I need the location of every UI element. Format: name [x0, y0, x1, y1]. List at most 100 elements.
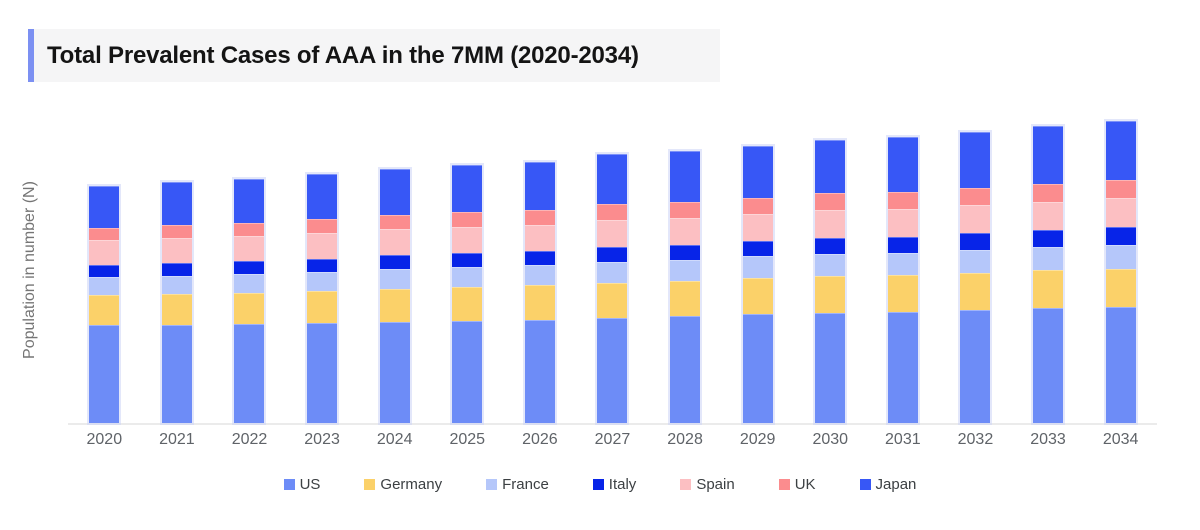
bar-segment-spain-2021[interactable]	[161, 238, 192, 263]
bar-segment-uk-2029[interactable]	[742, 198, 773, 214]
stacked-bar-2030[interactable]	[815, 140, 846, 423]
bar-segment-japan-2034[interactable]	[1105, 121, 1136, 180]
bar-segment-france-2031[interactable]	[887, 253, 918, 275]
bar-segment-us-2028[interactable]	[670, 316, 701, 423]
bar-segment-us-2025[interactable]	[452, 321, 483, 423]
bar-segment-italy-2030[interactable]	[815, 238, 846, 254]
bar-segment-us-2023[interactable]	[307, 323, 338, 423]
bar-segment-uk-2032[interactable]	[960, 188, 991, 205]
bar-segment-uk-2031[interactable]	[887, 192, 918, 209]
bar-segment-japan-2020[interactable]	[89, 186, 120, 228]
bar-segment-japan-2029[interactable]	[742, 146, 773, 198]
bar-segment-us-2024[interactable]	[379, 322, 410, 423]
stacked-bar-2023[interactable]	[307, 174, 338, 423]
bar-segment-us-2032[interactable]	[960, 310, 991, 423]
stacked-bar-2029[interactable]	[742, 146, 773, 423]
legend-item-germany[interactable]: Germany	[364, 476, 442, 493]
stacked-bar-2027[interactable]	[597, 154, 628, 423]
bar-segment-france-2027[interactable]	[597, 262, 628, 283]
bar-segment-spain-2032[interactable]	[960, 205, 991, 233]
bar-segment-france-2032[interactable]	[960, 250, 991, 273]
bar-segment-japan-2023[interactable]	[307, 174, 338, 219]
bar-segment-us-2034[interactable]	[1105, 307, 1136, 423]
bar-segment-spain-2026[interactable]	[524, 225, 555, 251]
bar-segment-france-2022[interactable]	[234, 274, 265, 293]
stacked-bar-2026[interactable]	[524, 162, 555, 423]
bar-segment-spain-2022[interactable]	[234, 236, 265, 261]
bar-segment-france-2025[interactable]	[452, 267, 483, 287]
bar-segment-japan-2027[interactable]	[597, 154, 628, 204]
bar-segment-spain-2025[interactable]	[452, 227, 483, 253]
bar-segment-uk-2034[interactable]	[1105, 180, 1136, 198]
bar-segment-germany-2025[interactable]	[452, 287, 483, 321]
bar-segment-germany-2034[interactable]	[1105, 269, 1136, 307]
bar-segment-france-2021[interactable]	[161, 276, 192, 294]
bar-segment-france-2034[interactable]	[1105, 245, 1136, 269]
bar-segment-japan-2028[interactable]	[670, 151, 701, 202]
bar-segment-uk-2023[interactable]	[307, 219, 338, 233]
bar-segment-italy-2033[interactable]	[1033, 230, 1064, 247]
bar-segment-uk-2027[interactable]	[597, 204, 628, 220]
legend-item-us[interactable]: US	[283, 476, 320, 493]
bar-segment-germany-2020[interactable]	[89, 295, 120, 325]
bar-segment-france-2033[interactable]	[1033, 247, 1064, 270]
bar-segment-spain-2028[interactable]	[670, 218, 701, 245]
bar-segment-us-2031[interactable]	[887, 312, 918, 423]
bar-segment-japan-2021[interactable]	[161, 182, 192, 225]
bar-segment-spain-2027[interactable]	[597, 220, 628, 247]
bar-segment-japan-2030[interactable]	[815, 140, 846, 193]
bar-segment-us-2030[interactable]	[815, 313, 846, 423]
bar-segment-uk-2020[interactable]	[89, 228, 120, 240]
stacked-bar-2024[interactable]	[379, 169, 410, 423]
bar-segment-uk-2028[interactable]	[670, 202, 701, 218]
bar-segment-spain-2034[interactable]	[1105, 198, 1136, 227]
bar-segment-germany-2023[interactable]	[307, 291, 338, 323]
bar-segment-germany-2028[interactable]	[670, 281, 701, 316]
bar-segment-spain-2024[interactable]	[379, 229, 410, 255]
bar-segment-france-2020[interactable]	[89, 277, 120, 295]
legend-item-uk[interactable]: UK	[778, 476, 816, 493]
bar-segment-spain-2023[interactable]	[307, 233, 338, 259]
bar-segment-spain-2030[interactable]	[815, 210, 846, 238]
bar-segment-japan-2031[interactable]	[887, 137, 918, 192]
bar-segment-italy-2031[interactable]	[887, 237, 918, 253]
legend-item-spain[interactable]: Spain	[680, 476, 735, 493]
bar-segment-us-2020[interactable]	[89, 325, 120, 423]
bar-segment-uk-2030[interactable]	[815, 193, 846, 210]
bar-segment-uk-2021[interactable]	[161, 225, 192, 238]
legend-item-italy[interactable]: Italy	[592, 476, 636, 493]
bar-segment-uk-2025[interactable]	[452, 212, 483, 227]
bar-segment-italy-2020[interactable]	[89, 265, 120, 277]
bar-segment-us-2033[interactable]	[1033, 308, 1064, 423]
bar-segment-spain-2029[interactable]	[742, 214, 773, 241]
bar-segment-italy-2025[interactable]	[452, 253, 483, 267]
bar-segment-france-2028[interactable]	[670, 260, 701, 281]
bar-segment-germany-2024[interactable]	[379, 289, 410, 322]
stacked-bar-2028[interactable]	[670, 151, 701, 423]
bar-segment-uk-2022[interactable]	[234, 223, 265, 236]
bar-segment-italy-2022[interactable]	[234, 261, 265, 274]
stacked-bar-2031[interactable]	[887, 137, 918, 423]
stacked-bar-2021[interactable]	[161, 182, 192, 423]
bar-segment-us-2026[interactable]	[524, 320, 555, 423]
bar-segment-germany-2030[interactable]	[815, 276, 846, 313]
bar-segment-germany-2029[interactable]	[742, 278, 773, 314]
stacked-bar-2034[interactable]	[1105, 121, 1136, 423]
bar-segment-japan-2026[interactable]	[524, 162, 555, 210]
bar-segment-japan-2022[interactable]	[234, 179, 265, 223]
bar-segment-france-2026[interactable]	[524, 265, 555, 285]
legend-item-japan[interactable]: Japan	[859, 476, 916, 493]
bar-segment-germany-2031[interactable]	[887, 275, 918, 312]
bar-segment-france-2029[interactable]	[742, 256, 773, 278]
stacked-bar-2032[interactable]	[960, 132, 991, 423]
stacked-bar-2020[interactable]	[89, 186, 120, 423]
bar-segment-germany-2026[interactable]	[524, 285, 555, 320]
bar-segment-japan-2025[interactable]	[452, 165, 483, 212]
bar-segment-france-2023[interactable]	[307, 272, 338, 291]
bar-segment-italy-2029[interactable]	[742, 241, 773, 256]
legend-item-france[interactable]: France	[486, 476, 549, 493]
bar-segment-italy-2024[interactable]	[379, 255, 410, 269]
bar-segment-italy-2032[interactable]	[960, 233, 991, 250]
bar-segment-japan-2032[interactable]	[960, 132, 991, 188]
bar-segment-france-2030[interactable]	[815, 254, 846, 276]
